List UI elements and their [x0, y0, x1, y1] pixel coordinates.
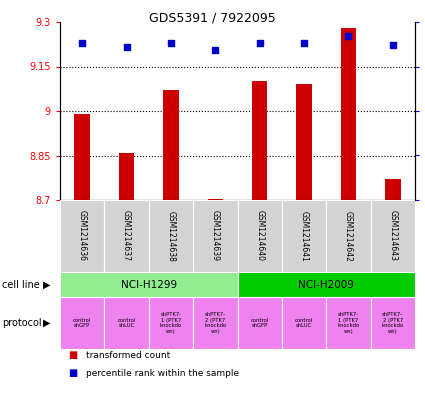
- Text: GSM1214641: GSM1214641: [300, 211, 309, 261]
- Bar: [238, 272, 415, 297]
- Text: ■: ■: [68, 368, 78, 378]
- Point: [123, 44, 130, 50]
- Bar: [163, 90, 178, 200]
- Text: GSM1214636: GSM1214636: [78, 211, 87, 261]
- Bar: [252, 81, 267, 200]
- Bar: [119, 152, 134, 200]
- Bar: [385, 179, 401, 200]
- Text: ▶: ▶: [42, 318, 50, 328]
- Text: cell line: cell line: [2, 279, 40, 290]
- Text: GSM1214639: GSM1214639: [211, 211, 220, 261]
- Bar: [193, 297, 238, 349]
- Point: [389, 42, 396, 48]
- Bar: [60, 200, 105, 272]
- Point: [79, 40, 85, 46]
- Text: GDS5391 / 7922095: GDS5391 / 7922095: [149, 12, 276, 25]
- Bar: [105, 200, 149, 272]
- Bar: [238, 297, 282, 349]
- Bar: [341, 28, 356, 200]
- Text: GSM1214642: GSM1214642: [344, 211, 353, 261]
- Bar: [296, 84, 312, 200]
- Text: ■: ■: [68, 350, 78, 360]
- Bar: [193, 200, 238, 272]
- Text: control
shLUC: control shLUC: [117, 318, 136, 328]
- Bar: [282, 297, 326, 349]
- Bar: [60, 297, 105, 349]
- Text: shPTK7-
1 (PTK7
knockdo
wn): shPTK7- 1 (PTK7 knockdo wn): [160, 312, 182, 334]
- Text: control
shGFP: control shGFP: [73, 318, 91, 328]
- Bar: [371, 297, 415, 349]
- Bar: [149, 200, 193, 272]
- Bar: [282, 200, 326, 272]
- Point: [212, 47, 219, 53]
- Text: control
shGFP: control shGFP: [251, 318, 269, 328]
- Bar: [105, 297, 149, 349]
- Text: protocol: protocol: [2, 318, 42, 328]
- Text: control
shLUC: control shLUC: [295, 318, 313, 328]
- Text: ▶: ▶: [42, 279, 50, 290]
- Text: shPTK7-
2 (PTK7
knockdo
wn): shPTK7- 2 (PTK7 knockdo wn): [204, 312, 227, 334]
- Text: GSM1214640: GSM1214640: [255, 211, 264, 261]
- Bar: [60, 272, 238, 297]
- Text: transformed count: transformed count: [85, 351, 170, 360]
- Bar: [238, 200, 282, 272]
- Text: NCI-H1299: NCI-H1299: [121, 279, 177, 290]
- Bar: [326, 200, 371, 272]
- Text: percentile rank within the sample: percentile rank within the sample: [85, 369, 238, 378]
- Bar: [149, 297, 193, 349]
- Bar: [326, 297, 371, 349]
- Text: shPTK7-
1 (PTK7
knockdo
wn): shPTK7- 1 (PTK7 knockdo wn): [337, 312, 360, 334]
- Bar: [74, 114, 90, 200]
- Point: [300, 40, 307, 46]
- Text: GSM1214638: GSM1214638: [167, 211, 176, 261]
- Point: [256, 40, 263, 46]
- Text: GSM1214643: GSM1214643: [388, 211, 397, 261]
- Bar: [371, 200, 415, 272]
- Text: GSM1214637: GSM1214637: [122, 211, 131, 261]
- Point: [345, 33, 352, 39]
- Text: NCI-H2009: NCI-H2009: [298, 279, 354, 290]
- Text: shPTK7-
2 (PTK7
knockdo
wn): shPTK7- 2 (PTK7 knockdo wn): [382, 312, 404, 334]
- Bar: [207, 198, 223, 200]
- Point: [167, 40, 174, 46]
